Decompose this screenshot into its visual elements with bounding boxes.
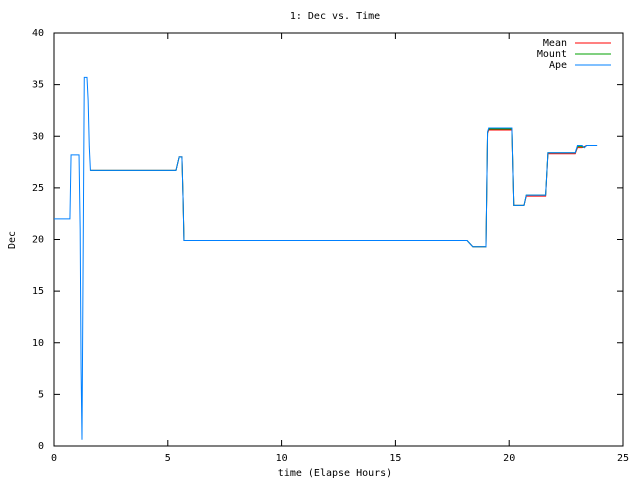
data-line — [54, 76, 598, 440]
legend-label: Mount — [537, 49, 567, 60]
x-tick-label: 15 — [389, 453, 401, 464]
y-tick-label: 40 — [32, 28, 44, 39]
chart-title: 1: Dec vs. Time — [290, 11, 380, 22]
x-tick-label: 20 — [503, 453, 515, 464]
y-tick-label: 35 — [32, 80, 44, 91]
y-tick-label: 10 — [32, 338, 44, 349]
y-tick-label: 20 — [32, 235, 44, 246]
x-tick-label: 0 — [51, 453, 57, 464]
y-tick-label: 5 — [38, 389, 44, 400]
y-tick-label: 0 — [38, 441, 44, 452]
x-tick-label: 10 — [276, 453, 288, 464]
x-axis-label: time (Elapse Hours) — [278, 468, 392, 479]
y-tick-label: 15 — [32, 286, 44, 297]
legend-label: Ape — [549, 60, 567, 71]
legend-label: Mean — [543, 38, 567, 49]
y-tick-label: 30 — [32, 131, 44, 142]
x-tick-label: 25 — [617, 453, 629, 464]
x-tick-label: 5 — [165, 453, 171, 464]
y-tick-label: 25 — [32, 183, 44, 194]
y-axis-label: Dec — [7, 231, 18, 249]
